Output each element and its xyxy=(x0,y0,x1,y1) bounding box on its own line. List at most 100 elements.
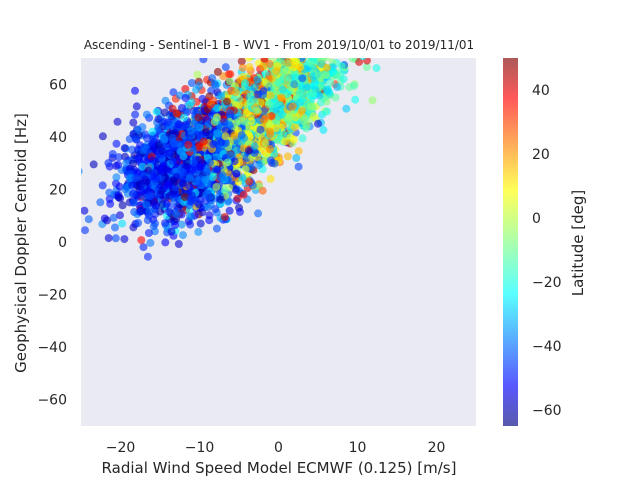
data-point xyxy=(288,102,297,111)
data-point xyxy=(224,176,233,185)
data-point xyxy=(194,227,203,236)
data-point xyxy=(152,107,161,116)
data-point xyxy=(226,151,235,160)
data-point xyxy=(226,77,235,86)
data-point xyxy=(134,125,142,134)
data-point xyxy=(199,137,208,146)
colorbar-tick-label: −40 xyxy=(532,339,562,355)
data-point xyxy=(239,190,248,199)
data-point xyxy=(131,174,140,183)
data-point xyxy=(254,209,263,218)
colorbar-tick-label: −60 xyxy=(532,403,562,419)
data-point xyxy=(231,88,240,97)
data-point xyxy=(213,67,222,76)
data-point xyxy=(98,181,107,190)
data-point xyxy=(184,140,193,149)
data-point xyxy=(308,60,317,69)
data-point xyxy=(291,113,300,122)
data-point xyxy=(142,110,151,119)
data-point xyxy=(185,174,194,183)
data-point xyxy=(143,134,151,143)
data-point xyxy=(297,107,306,116)
data-point xyxy=(198,208,207,217)
data-point xyxy=(178,179,187,187)
data-point xyxy=(238,173,247,182)
colorbar-ticks: −60 −40 −20 0 20 40 xyxy=(532,83,562,419)
data-point xyxy=(171,221,179,230)
data-point xyxy=(162,199,171,208)
data-point xyxy=(310,82,319,91)
data-point xyxy=(103,216,111,225)
chart-title: Ascending - Sentinel-1 B - WV1 - From 20… xyxy=(84,38,474,52)
data-point xyxy=(164,181,173,190)
data-point xyxy=(181,120,190,129)
colorbar-tick-label: −20 xyxy=(532,275,562,291)
data-point xyxy=(109,213,118,222)
data-point xyxy=(260,58,269,63)
colorbar-tick-label: 40 xyxy=(532,83,550,99)
data-point xyxy=(154,115,163,124)
colorbar-tick-label: 20 xyxy=(532,147,550,163)
data-point xyxy=(112,173,121,182)
data-point xyxy=(265,60,274,68)
data-point xyxy=(223,97,231,106)
data-point xyxy=(250,83,259,92)
data-point xyxy=(266,130,275,139)
data-point xyxy=(128,145,136,154)
data-point xyxy=(314,119,322,128)
data-point xyxy=(241,165,250,174)
data-point xyxy=(180,113,188,122)
data-point xyxy=(296,63,305,72)
data-point xyxy=(217,174,226,183)
data-point xyxy=(260,115,269,124)
data-point xyxy=(148,127,157,136)
data-point xyxy=(256,98,265,107)
data-point xyxy=(278,85,287,94)
y-tick-label: 20 xyxy=(49,182,67,198)
data-point xyxy=(221,63,230,72)
data-point xyxy=(233,194,242,203)
data-point xyxy=(209,140,218,149)
data-point xyxy=(187,79,196,87)
data-points xyxy=(73,58,381,261)
data-point xyxy=(216,195,225,204)
data-point xyxy=(309,112,318,121)
data-point xyxy=(158,147,166,155)
data-point xyxy=(205,211,214,220)
data-point xyxy=(177,220,186,229)
data-point xyxy=(176,166,185,175)
data-point xyxy=(112,139,121,148)
data-point xyxy=(120,235,129,244)
data-point xyxy=(217,92,226,101)
y-tick-label: 0 xyxy=(58,235,67,251)
x-tick-label: −20 xyxy=(106,440,136,456)
data-point xyxy=(259,90,268,99)
data-point xyxy=(264,100,273,109)
data-point xyxy=(111,234,120,243)
data-point xyxy=(342,104,351,113)
data-point xyxy=(250,142,259,151)
data-point xyxy=(230,157,239,166)
colorbar-label: Latitude [deg] xyxy=(569,190,587,296)
data-point xyxy=(195,123,204,132)
x-tick-label: 20 xyxy=(428,440,446,456)
data-point xyxy=(292,58,301,65)
data-point xyxy=(143,252,152,261)
data-point xyxy=(326,78,335,87)
data-point xyxy=(187,195,195,204)
data-point xyxy=(136,207,145,216)
data-point xyxy=(160,108,169,117)
data-point xyxy=(179,231,187,240)
data-point xyxy=(132,102,141,111)
data-point xyxy=(116,211,124,220)
data-point xyxy=(272,67,281,76)
data-point xyxy=(292,154,301,162)
data-point xyxy=(238,63,247,72)
data-point xyxy=(212,153,221,162)
data-point xyxy=(237,58,246,66)
data-point xyxy=(256,125,265,134)
data-point xyxy=(125,174,134,183)
data-point xyxy=(232,146,241,155)
data-point xyxy=(266,174,275,183)
data-point xyxy=(73,228,81,236)
